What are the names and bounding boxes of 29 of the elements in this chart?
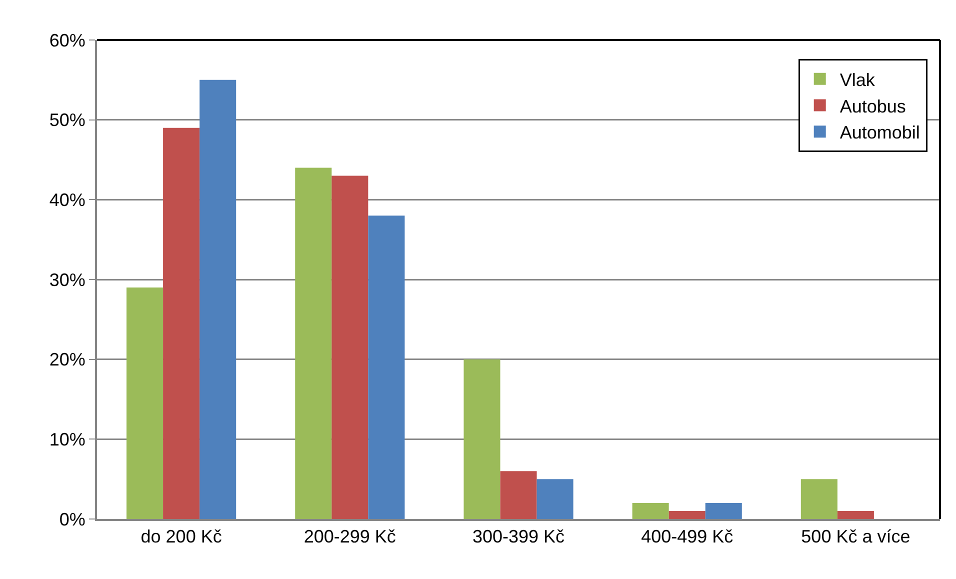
bar	[368, 216, 405, 519]
bar	[200, 80, 236, 519]
bar	[295, 168, 332, 519]
x-tick-label: 400-499 Kč	[641, 526, 734, 547]
x-tick-label: 500 Kč a více	[801, 526, 910, 547]
bar	[536, 479, 574, 519]
bar	[464, 359, 500, 519]
y-tick-label: 60%	[49, 30, 86, 50]
bar	[500, 471, 537, 519]
y-tick-label: 0%	[59, 509, 86, 530]
x-tick-label: 300-399 Kč	[472, 526, 565, 547]
legend-label: Autobus	[840, 96, 906, 116]
bar	[632, 503, 669, 519]
legend-label: Vlak	[840, 70, 876, 90]
bar	[800, 479, 838, 519]
y-tick-label: 20%	[49, 350, 86, 370]
y-tick-label: 10%	[49, 429, 86, 450]
y-tick-label: 40%	[49, 190, 86, 210]
bar	[126, 287, 164, 519]
bar	[163, 128, 200, 519]
bar	[705, 503, 742, 519]
bar	[668, 511, 706, 519]
x-tick-label: do 200 Kč	[140, 526, 222, 547]
legend-label: Automobil	[840, 122, 920, 143]
bar	[332, 176, 368, 519]
bar	[837, 511, 874, 519]
y-tick-label: 30%	[49, 270, 86, 290]
x-tick-label: 200-299 Kč	[304, 526, 396, 547]
y-tick-label: 50%	[49, 110, 86, 130]
